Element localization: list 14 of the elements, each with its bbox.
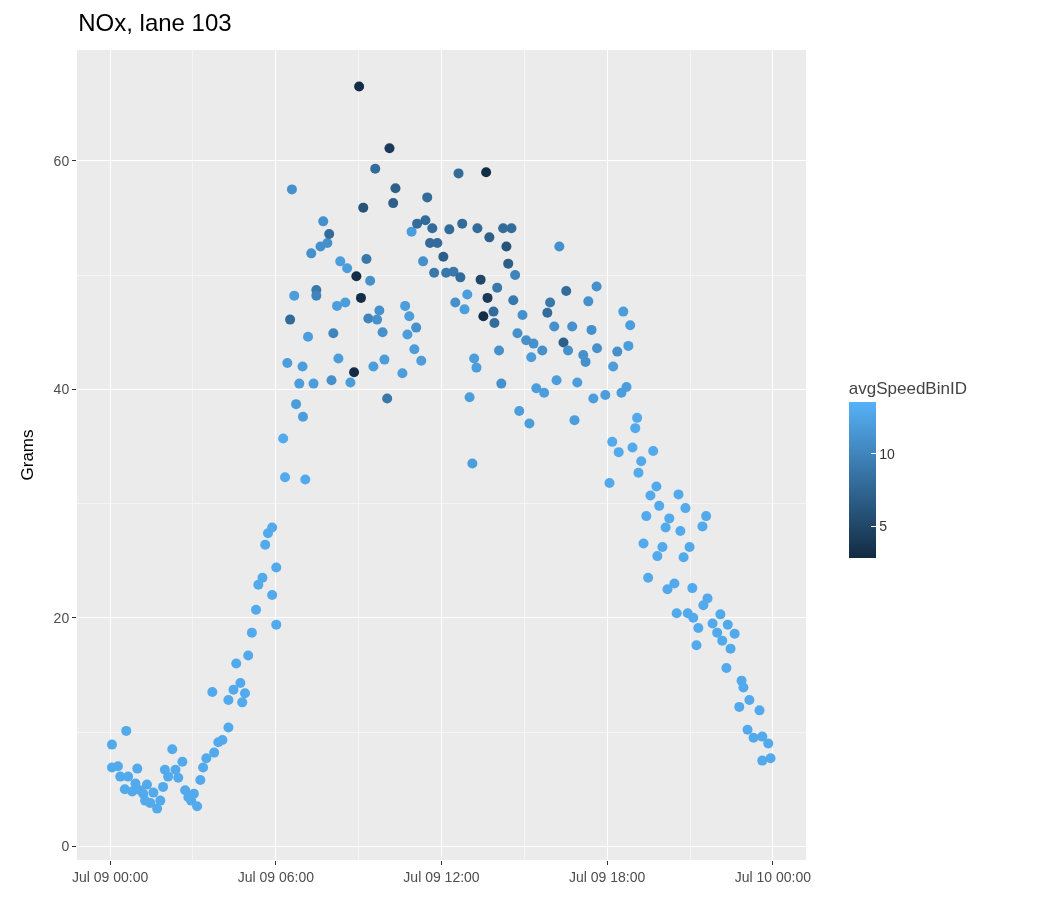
x-tick-label: Jul 09 18:00: [569, 868, 646, 885]
chart-title: NOx, lane 103: [78, 8, 232, 36]
color-bar-title: avgSpeedBinID: [848, 378, 967, 398]
x-tick-label: Jul 10 00:00: [734, 868, 812, 885]
y-tick-label: 0: [61, 838, 70, 855]
y-tick-label: 60: [53, 152, 70, 169]
y-axis-title: Grams: [18, 429, 37, 481]
color-bar-label: 5: [879, 518, 888, 535]
x-tick-label: Jul 09 06:00: [237, 868, 315, 885]
y-tick-label: 40: [53, 381, 70, 398]
x-tick-label: Jul 09 12:00: [403, 868, 480, 885]
x-tick-label: Jul 09 00:00: [71, 868, 149, 885]
y-tick-label: 20: [53, 609, 70, 626]
color-bar-label: 10: [879, 445, 896, 462]
